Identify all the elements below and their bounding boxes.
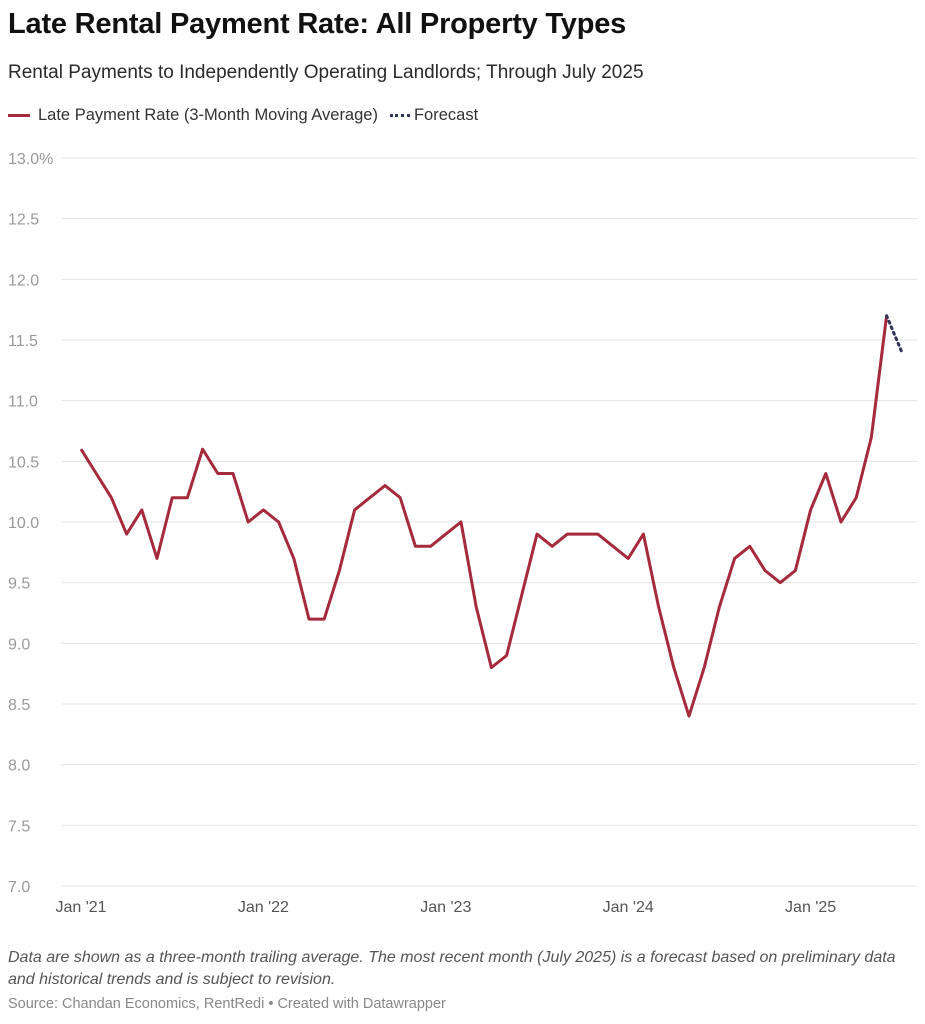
legend: Late Payment Rate (3-Month Moving Averag… xyxy=(8,106,490,125)
legend-swatch-line xyxy=(8,114,30,117)
y-tick-label: 12.5 xyxy=(8,212,39,229)
chart-source: Source: Chandan Economics, RentRedi • Cr… xyxy=(8,996,446,1012)
y-tick-label: 9.0 xyxy=(8,636,30,653)
legend-item-forecast: Forecast xyxy=(389,106,479,125)
y-tick-label: 11.0 xyxy=(8,394,38,411)
y-tick-label: 8.5 xyxy=(8,697,30,714)
legend-label-series: Late Payment Rate (3-Month Moving Averag… xyxy=(38,106,378,124)
y-tick-label: 9.5 xyxy=(8,576,30,593)
line-chart: 7.0 7.5 8.0 8.5 9.0 9.5 10.0 10.5 11.0 11.5 12.0 12… xyxy=(8,151,917,916)
y-tick-label: 10.0 xyxy=(8,515,39,532)
y-tick-label: 7.0 xyxy=(8,879,30,896)
x-tick-label: Jan '25 xyxy=(785,899,836,916)
chart-note: Data are shown as a three-month trailing… xyxy=(8,949,896,988)
y-tick-label: 13.0% xyxy=(8,151,53,168)
legend-swatch-dotted xyxy=(389,114,410,117)
legend-item-series: Late Payment Rate (3-Month Moving Averag… xyxy=(8,106,378,125)
y-tick-label: 7.5 xyxy=(8,818,30,835)
chart-subtitle: Rental Payments to Independently Operati… xyxy=(8,62,644,83)
x-tick-label: Jan '23 xyxy=(420,899,471,916)
series-line-forecast xyxy=(885,314,904,354)
y-tick-label: 8.0 xyxy=(8,758,30,775)
chart-title: Late Rental Payment Rate: All Property T… xyxy=(8,8,627,40)
y-tick-label: 10.5 xyxy=(8,454,39,471)
x-tick-label: Jan '22 xyxy=(238,899,289,916)
y-tick-label: 12.0 xyxy=(8,272,39,289)
y-tick-label: 11.5 xyxy=(8,333,38,350)
legend-label-forecast: Forecast xyxy=(413,106,479,124)
series-line-late-payment-rate xyxy=(79,315,889,718)
x-tick-label: Jan '24 xyxy=(603,899,654,916)
x-tick-label: Jan '21 xyxy=(55,899,106,916)
